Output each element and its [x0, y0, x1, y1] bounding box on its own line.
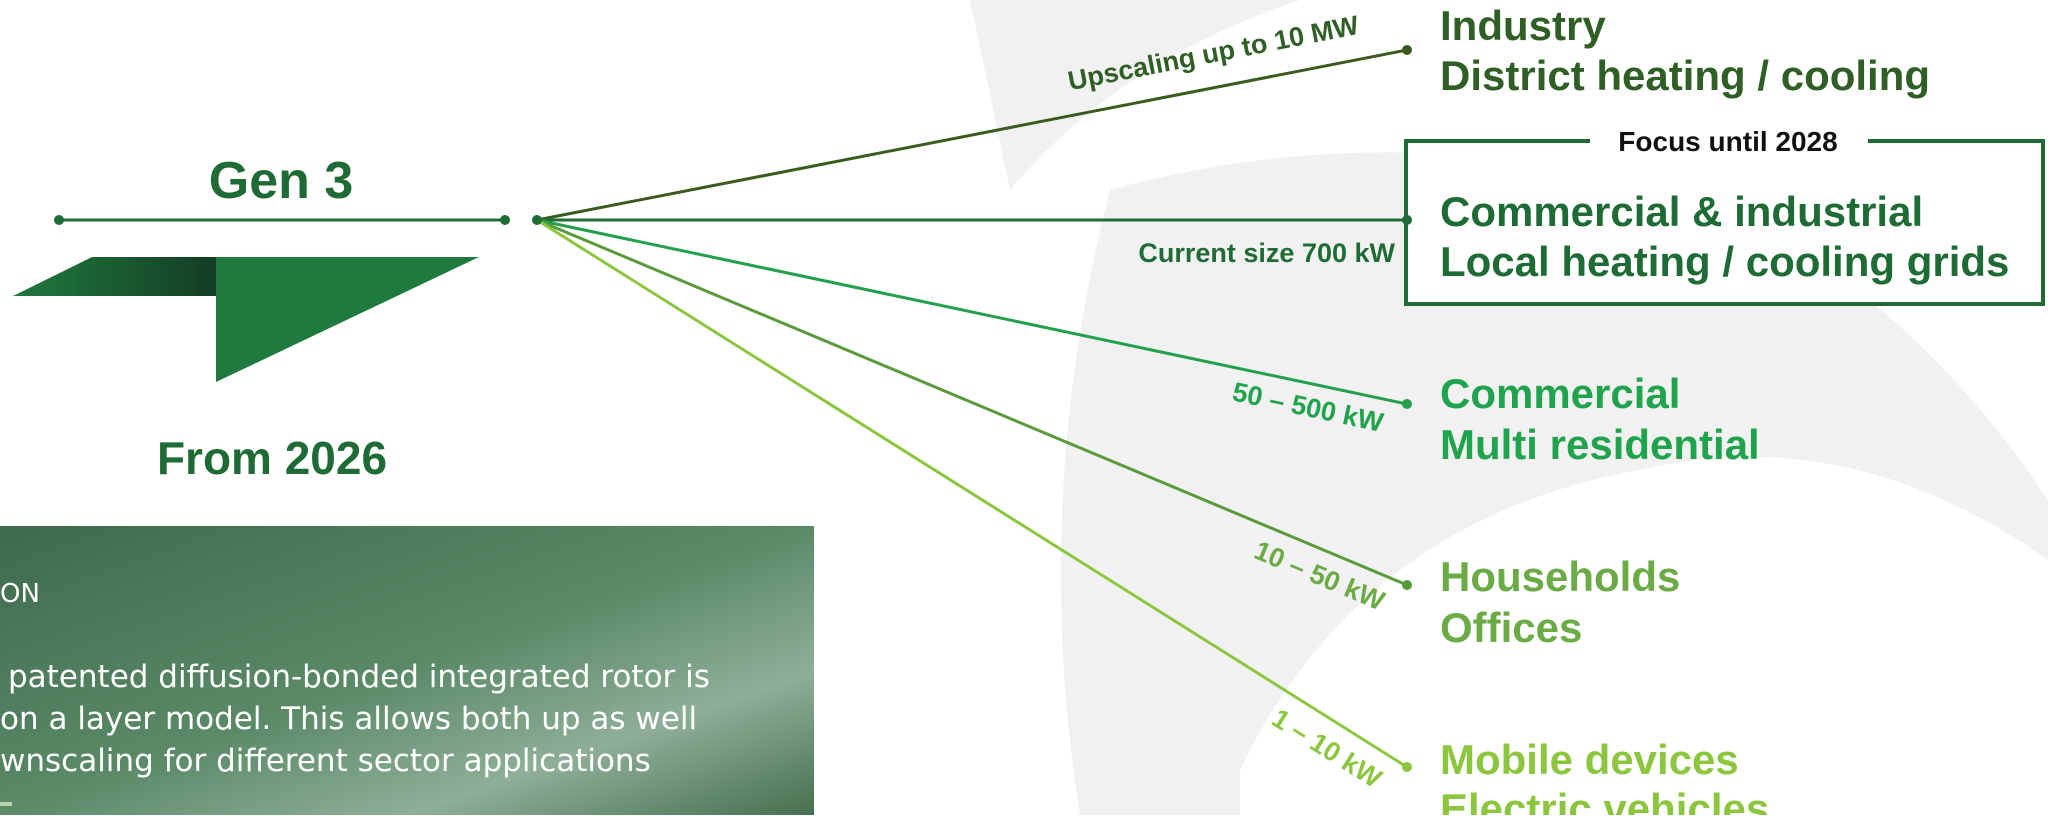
dot: [54, 215, 64, 225]
panel-text: wnscaling for different sector applicati…: [0, 743, 651, 779]
logo-shape: [13, 257, 216, 296]
dot: [1402, 580, 1412, 590]
dot: [500, 215, 510, 225]
focus-label: Focus until 2028: [1618, 126, 1837, 157]
branch-line: [536, 218, 1408, 406]
accent: [0, 802, 12, 806]
target-label: Households: [1440, 553, 1680, 600]
origin-dot: [532, 215, 542, 225]
photo-panel: [0, 526, 814, 815]
dot: [1402, 215, 1412, 225]
branch-line: [536, 218, 1408, 769]
target-label: Multi residential: [1440, 421, 1760, 468]
target-label: Mobile devices: [1440, 736, 1739, 783]
branch-line: [536, 48, 1408, 222]
product-title: Gen 3: [209, 152, 354, 210]
branch-line: [536, 218, 1408, 587]
dot: [1402, 399, 1412, 409]
background-shape: [1060, 152, 2048, 816]
target-label: Local heating / cooling grids: [1440, 238, 2009, 285]
target-label: Electric vehicles: [1440, 785, 1769, 815]
logo-shape: [216, 257, 479, 382]
target-label: Industry: [1440, 2, 1606, 49]
panel-text: patented diffusion-bonded integrated rot…: [8, 659, 710, 695]
dot: [1402, 45, 1412, 55]
target-label: Offices: [1440, 604, 1582, 651]
product-subtitle: From 2026: [157, 432, 387, 484]
panel-heading: ON: [0, 579, 40, 609]
panel-text: on a layer model. This allows both up as…: [0, 701, 697, 737]
target-label: Commercial & industrial: [1440, 188, 1923, 235]
dot: [1402, 762, 1412, 772]
background-shape: [970, 0, 1300, 190]
focus-box: [1404, 139, 2045, 306]
target-label: District heating / cooling: [1440, 52, 1930, 99]
focus-label-bg: [1590, 125, 1868, 155]
branch-label: Current size 700 kW: [1138, 238, 1395, 268]
target-label: Commercial: [1440, 370, 1680, 417]
